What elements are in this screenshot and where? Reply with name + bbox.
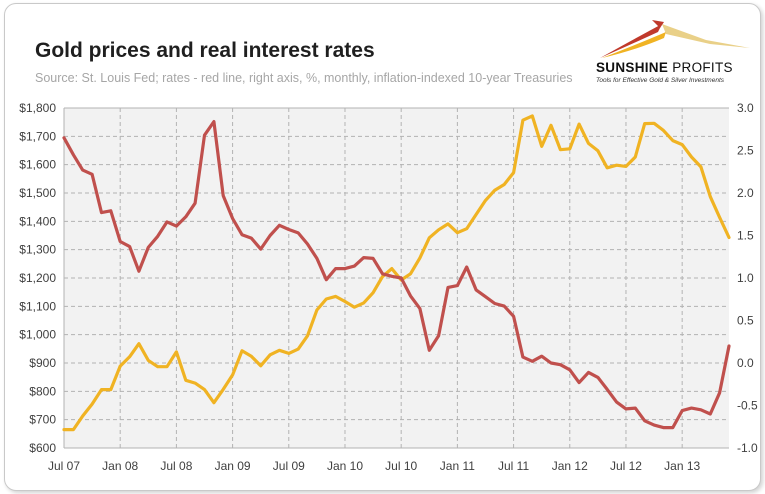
- y-right-tick-label: 3.0: [737, 101, 754, 115]
- x-tick-label: Jan 13: [664, 459, 700, 473]
- y-right-tick-label: 0.0: [737, 356, 754, 370]
- logo-name-light: PROFITS: [672, 60, 733, 75]
- y-left-tick-label: $700: [29, 413, 56, 427]
- series-lines: [62, 114, 731, 432]
- x-tick-label: Jul 09: [273, 459, 305, 473]
- y-left-tick-label: $600: [29, 441, 56, 455]
- y-left-tick-label: $1,100: [19, 299, 56, 313]
- x-tick-label: Jan 10: [327, 459, 363, 473]
- y-right-tick-label: 2.0: [737, 186, 754, 200]
- y-right-tick-label: 2.5: [737, 144, 754, 158]
- y-left-tick-label: $1,000: [19, 328, 56, 342]
- y-left-tick-label: $1,200: [19, 271, 56, 285]
- x-tick-label: Jan 12: [552, 459, 588, 473]
- y-left-tick-label: $1,600: [19, 158, 56, 172]
- gold-price-line: [62, 114, 731, 432]
- x-tick-label: Jul 11: [498, 459, 529, 473]
- real-rate-line: [62, 119, 731, 430]
- x-tick-label: Jul 10: [385, 459, 417, 473]
- y-left-tick-label: $800: [29, 384, 56, 398]
- y-left-tick-label: $1,700: [19, 129, 56, 143]
- right-axis-labels: -1.0 -0.5 0.0 0.5 1.0 1.5 2.0 2.5 3.0: [737, 101, 758, 455]
- x-tick-label: Jan 08: [102, 459, 138, 473]
- y-right-tick-label: 1.5: [737, 229, 754, 243]
- x-tick-label: Jul 07: [48, 459, 80, 473]
- y-left-tick-label: $1,500: [19, 186, 56, 200]
- y-right-tick-label: 1.0: [737, 271, 754, 285]
- x-tick-label: Jul 08: [160, 459, 192, 473]
- x-axis-labels: Jul 07 Jan 08 Jul 08 Jan 09 Jul 09 Jan 10 Jul …: [48, 459, 701, 473]
- y-right-tick-label: -1.0: [737, 441, 758, 455]
- x-tick-label: Jan 09: [215, 459, 251, 473]
- y-left-tick-label: $900: [29, 356, 56, 370]
- left-axis-labels: $600 $700 $800 $900 $1,000 $1,100 $1,200 $1,300…: [19, 101, 56, 455]
- y-right-tick-label: 0.5: [737, 314, 754, 328]
- y-left-tick-label: $1,800: [19, 101, 56, 115]
- x-tick-label: Jan 11: [440, 459, 475, 473]
- y-left-tick-label: $1,400: [19, 214, 56, 228]
- x-tick-label: Jul 12: [610, 459, 642, 473]
- y-left-tick-label: $1,300: [19, 243, 56, 257]
- chart-title: Gold prices and real interest rates: [35, 39, 375, 62]
- chart-subtitle: Source: St. Louis Fed; rates - red line,…: [35, 71, 573, 85]
- logo-mark-icon: [600, 20, 750, 58]
- logo-wordmark: SUNSHINE PROFITS: [596, 60, 733, 75]
- logo-name-bold: SUNSHINE: [596, 60, 669, 75]
- y-right-tick-label: -0.5: [737, 399, 758, 413]
- logo-tagline: Tools for Effective Gold & Silver Invest…: [596, 77, 725, 84]
- sunshine-profits-logo: SUNSHINE PROFITS Tools for Effective Gol…: [586, 18, 754, 88]
